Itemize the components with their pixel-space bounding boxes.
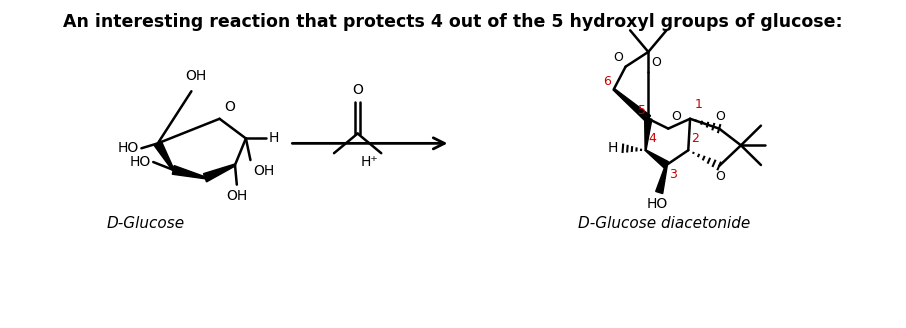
Text: H⁺: H⁺ [361,155,379,169]
Text: HO: HO [647,197,668,212]
Text: An interesting reaction that protects 4 out of the 5 hydroxyl groups of glucose:: An interesting reaction that protects 4 … [63,12,843,31]
Text: O: O [715,170,725,183]
Polygon shape [645,150,669,168]
Text: 1: 1 [695,98,702,111]
Text: 2: 2 [691,132,699,145]
Text: O: O [224,100,235,114]
Text: O: O [671,110,681,123]
Text: O: O [651,56,660,69]
Polygon shape [172,166,206,179]
Text: D-Glucose: D-Glucose [107,216,185,232]
Text: 3: 3 [670,168,677,181]
Text: O: O [352,83,363,97]
Text: O: O [613,51,622,64]
Text: H: H [268,132,279,145]
Polygon shape [204,164,236,182]
Text: 5: 5 [639,104,647,117]
Polygon shape [645,118,652,150]
Text: OH: OH [226,189,247,203]
Text: OH: OH [186,70,207,83]
Text: D-Glucose diacetonide: D-Glucose diacetonide [578,216,750,232]
Text: 6: 6 [603,75,611,88]
Polygon shape [613,89,651,122]
Text: O: O [715,110,725,123]
Text: OH: OH [253,164,275,178]
Text: H: H [608,141,618,155]
Text: 4: 4 [649,132,656,145]
Text: HO: HO [118,141,139,155]
Text: HO: HO [130,155,150,169]
Polygon shape [154,141,174,171]
Polygon shape [656,165,668,194]
